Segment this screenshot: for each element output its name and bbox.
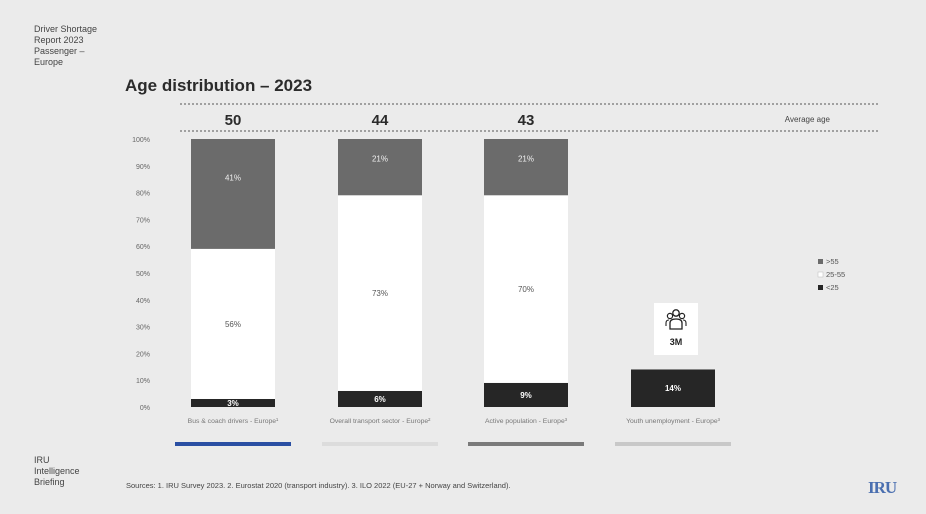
- bar-data-label: 41%: [225, 173, 241, 182]
- y-tick-label: 40%: [136, 298, 150, 305]
- youth-unemployment-callout: 3M: [654, 303, 698, 355]
- category-underline: [468, 442, 584, 446]
- bar-segment: [338, 139, 422, 196]
- page-title: Age distribution – 2023: [125, 76, 313, 95]
- sources-note: Sources: 1. IRU Survey 2023. 2. Eurostat…: [126, 481, 511, 490]
- x-category-label: Overall transport sector - Europe²: [330, 418, 432, 425]
- legend-label: 25-55: [826, 270, 845, 279]
- people-group-icon: [665, 309, 687, 330]
- bar-segment: [484, 382, 568, 407]
- average-age-value: 44: [372, 112, 389, 129]
- y-tick-label: 70%: [136, 217, 150, 224]
- youth-unemployment-count: 3M: [669, 337, 683, 347]
- bar-data-label: 6%: [374, 395, 386, 404]
- x-category-label: Bus & coach drivers - Europe¹: [188, 418, 279, 425]
- x-category-label: Active population - Europe³: [485, 418, 568, 425]
- y-tick-label: 50%: [136, 271, 150, 278]
- bar-segment: [191, 398, 275, 407]
- legend-label: >55: [826, 257, 839, 266]
- legend-swatch: [818, 259, 823, 264]
- y-tick-label: 20%: [136, 351, 150, 358]
- bar-segment: [191, 139, 275, 249]
- y-tick-label: 60%: [136, 244, 150, 251]
- x-category-label: Youth unemployment - Europe³: [626, 418, 721, 425]
- y-tick-label: 90%: [136, 164, 150, 171]
- bar-data-label: 70%: [518, 285, 534, 294]
- report-header-text: Driver Shortage Report 2023 Passenger – …: [34, 24, 98, 67]
- legend-swatch: [817, 271, 824, 278]
- bar-data-label: 21%: [372, 155, 388, 164]
- bar-segment: [191, 248, 275, 399]
- legend-swatch: [818, 285, 823, 290]
- bar-data-label: 56%: [225, 320, 241, 329]
- average-age-value: 43: [518, 112, 535, 129]
- report-footer-text: IRU Intelligence Briefing: [34, 455, 80, 487]
- bar-segment: [631, 369, 715, 407]
- bar-segment: [338, 390, 422, 407]
- average-age-label: Average age: [785, 115, 831, 124]
- legend-label: <25: [826, 283, 839, 292]
- bar-data-label: 73%: [372, 289, 388, 298]
- category-underline: [615, 442, 731, 446]
- iru-logo: IRU: [868, 478, 897, 497]
- average-age-value: 50: [225, 112, 242, 129]
- y-tick-label: 10%: [136, 378, 150, 385]
- y-tick-label: 0%: [140, 405, 150, 412]
- category-underline: [322, 442, 438, 446]
- bar-data-label: 3%: [227, 399, 239, 408]
- category-underline: [175, 442, 291, 446]
- bar-segment: [484, 195, 568, 383]
- y-tick-label: 80%: [136, 191, 150, 198]
- bar-data-label: 21%: [518, 155, 534, 164]
- bar-data-label: 14%: [665, 384, 681, 393]
- bar-segment: [338, 195, 422, 391]
- bar-segment: [484, 139, 568, 196]
- y-tick-label: 30%: [136, 325, 150, 332]
- bar-data-label: 9%: [520, 391, 532, 400]
- y-tick-label: 100%: [132, 137, 150, 144]
